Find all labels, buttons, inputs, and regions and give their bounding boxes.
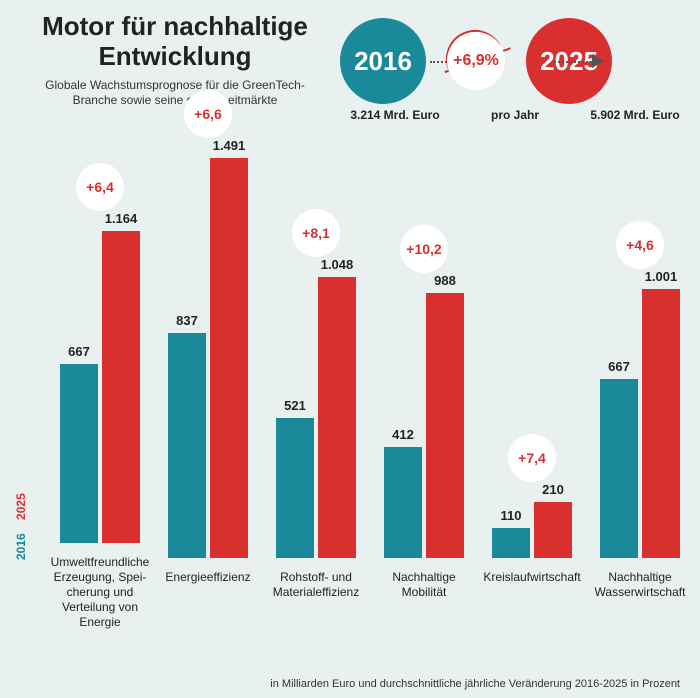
bar-value: 988 [426,273,464,288]
bar-2025: 1.164 [102,231,140,543]
category-label: Energieeffizienz [158,570,258,630]
pct-badge: +10,2 [400,225,448,273]
bar-value: 667 [600,359,638,374]
bar-value: 1.164 [102,211,140,226]
to-caption: 5.902 Mrd. Euro [580,108,690,122]
bar-group: +7,4110210Kreislauf­wirtschaft [482,158,582,630]
bar-2025: 988 [426,293,464,558]
pct-badge: +7,4 [508,434,556,482]
pct-badge: +8,1 [292,209,340,257]
bar-2016: 521 [276,418,314,558]
page-title: Motor für nachhaltige Entwicklung [30,12,320,72]
bar-group: +4,66671.001Nachhaltige Wasserwirtschaft [590,158,690,630]
bar-2016: 110 [492,528,530,558]
category-label: Nachhaltige Mobilität [374,570,474,630]
bar-group: +6,68371.491Energieeffizienz [158,158,258,630]
legend-2016: 2016 [14,533,28,560]
bar-value: 110 [492,508,530,523]
bar-2025: 210 [534,502,572,558]
from-caption: 3.214 Mrd. Euro [340,108,450,122]
bar-value: 1.491 [210,138,248,153]
bar-group: +8,15211.048Rohstoff- und Materialeffizi… [266,158,366,630]
summary-row: 2016 +6,9% 2025 [340,18,612,104]
category-label: Rohstoff- und Materialeffizienz [266,570,366,630]
bar-value: 1.001 [642,269,680,284]
bar-2025: 1.001 [642,289,680,558]
footnote: in Milliarden Euro und durchschnittliche… [270,678,680,690]
bar-2016: 837 [168,333,206,558]
page-subtitle: Globale Wachstumsprognose für die GreenT… [30,78,320,109]
bar-value: 1.048 [318,257,356,272]
bar-value: 210 [534,482,572,497]
category-label: Kreislauf­wirtschaft [482,570,582,630]
category-label: Umweltfreundliche Erzeugung, Spei­cherun… [50,555,150,630]
pct-badge: +6,4 [76,163,124,211]
bar-group: +10,2412988Nachhaltige Mobilität [374,158,474,630]
header: Motor für nachhaltige Entwicklung Global… [30,12,320,109]
bar-value: 412 [384,427,422,442]
bar-2025: 1.491 [210,158,248,558]
axis-legend: 2016 2025 [14,493,28,560]
arrow-right-icon [592,54,604,68]
bar-2025: 1.048 [318,277,356,558]
pct-badge: +6,6 [184,90,232,138]
dots-icon [554,61,592,63]
category-label: Nachhaltige Wasserwirtschaft [590,570,690,630]
bar-2016: 667 [60,364,98,543]
bar-chart: +6,46671.164Umweltfreundliche Erzeugung,… [50,150,690,630]
pct-badge: +4,6 [616,221,664,269]
bar-value: 837 [168,313,206,328]
bar-2016: 667 [600,379,638,558]
bar-value: 667 [60,344,98,359]
summary-captions: 3.214 Mrd. Euro pro Jahr 5.902 Mrd. Euro [340,108,690,122]
mid-caption: pro Jahr [460,108,570,122]
growth-pct: +6,9% [447,32,505,90]
bar-group: +6,46671.164Umweltfreundliche Erzeugung,… [50,143,150,630]
year-from-circle: 2016 [340,18,426,104]
bar-value: 521 [276,398,314,413]
bar-2016: 412 [384,447,422,558]
legend-2025: 2025 [14,493,28,520]
growth-mid: +6,9% [436,18,516,104]
